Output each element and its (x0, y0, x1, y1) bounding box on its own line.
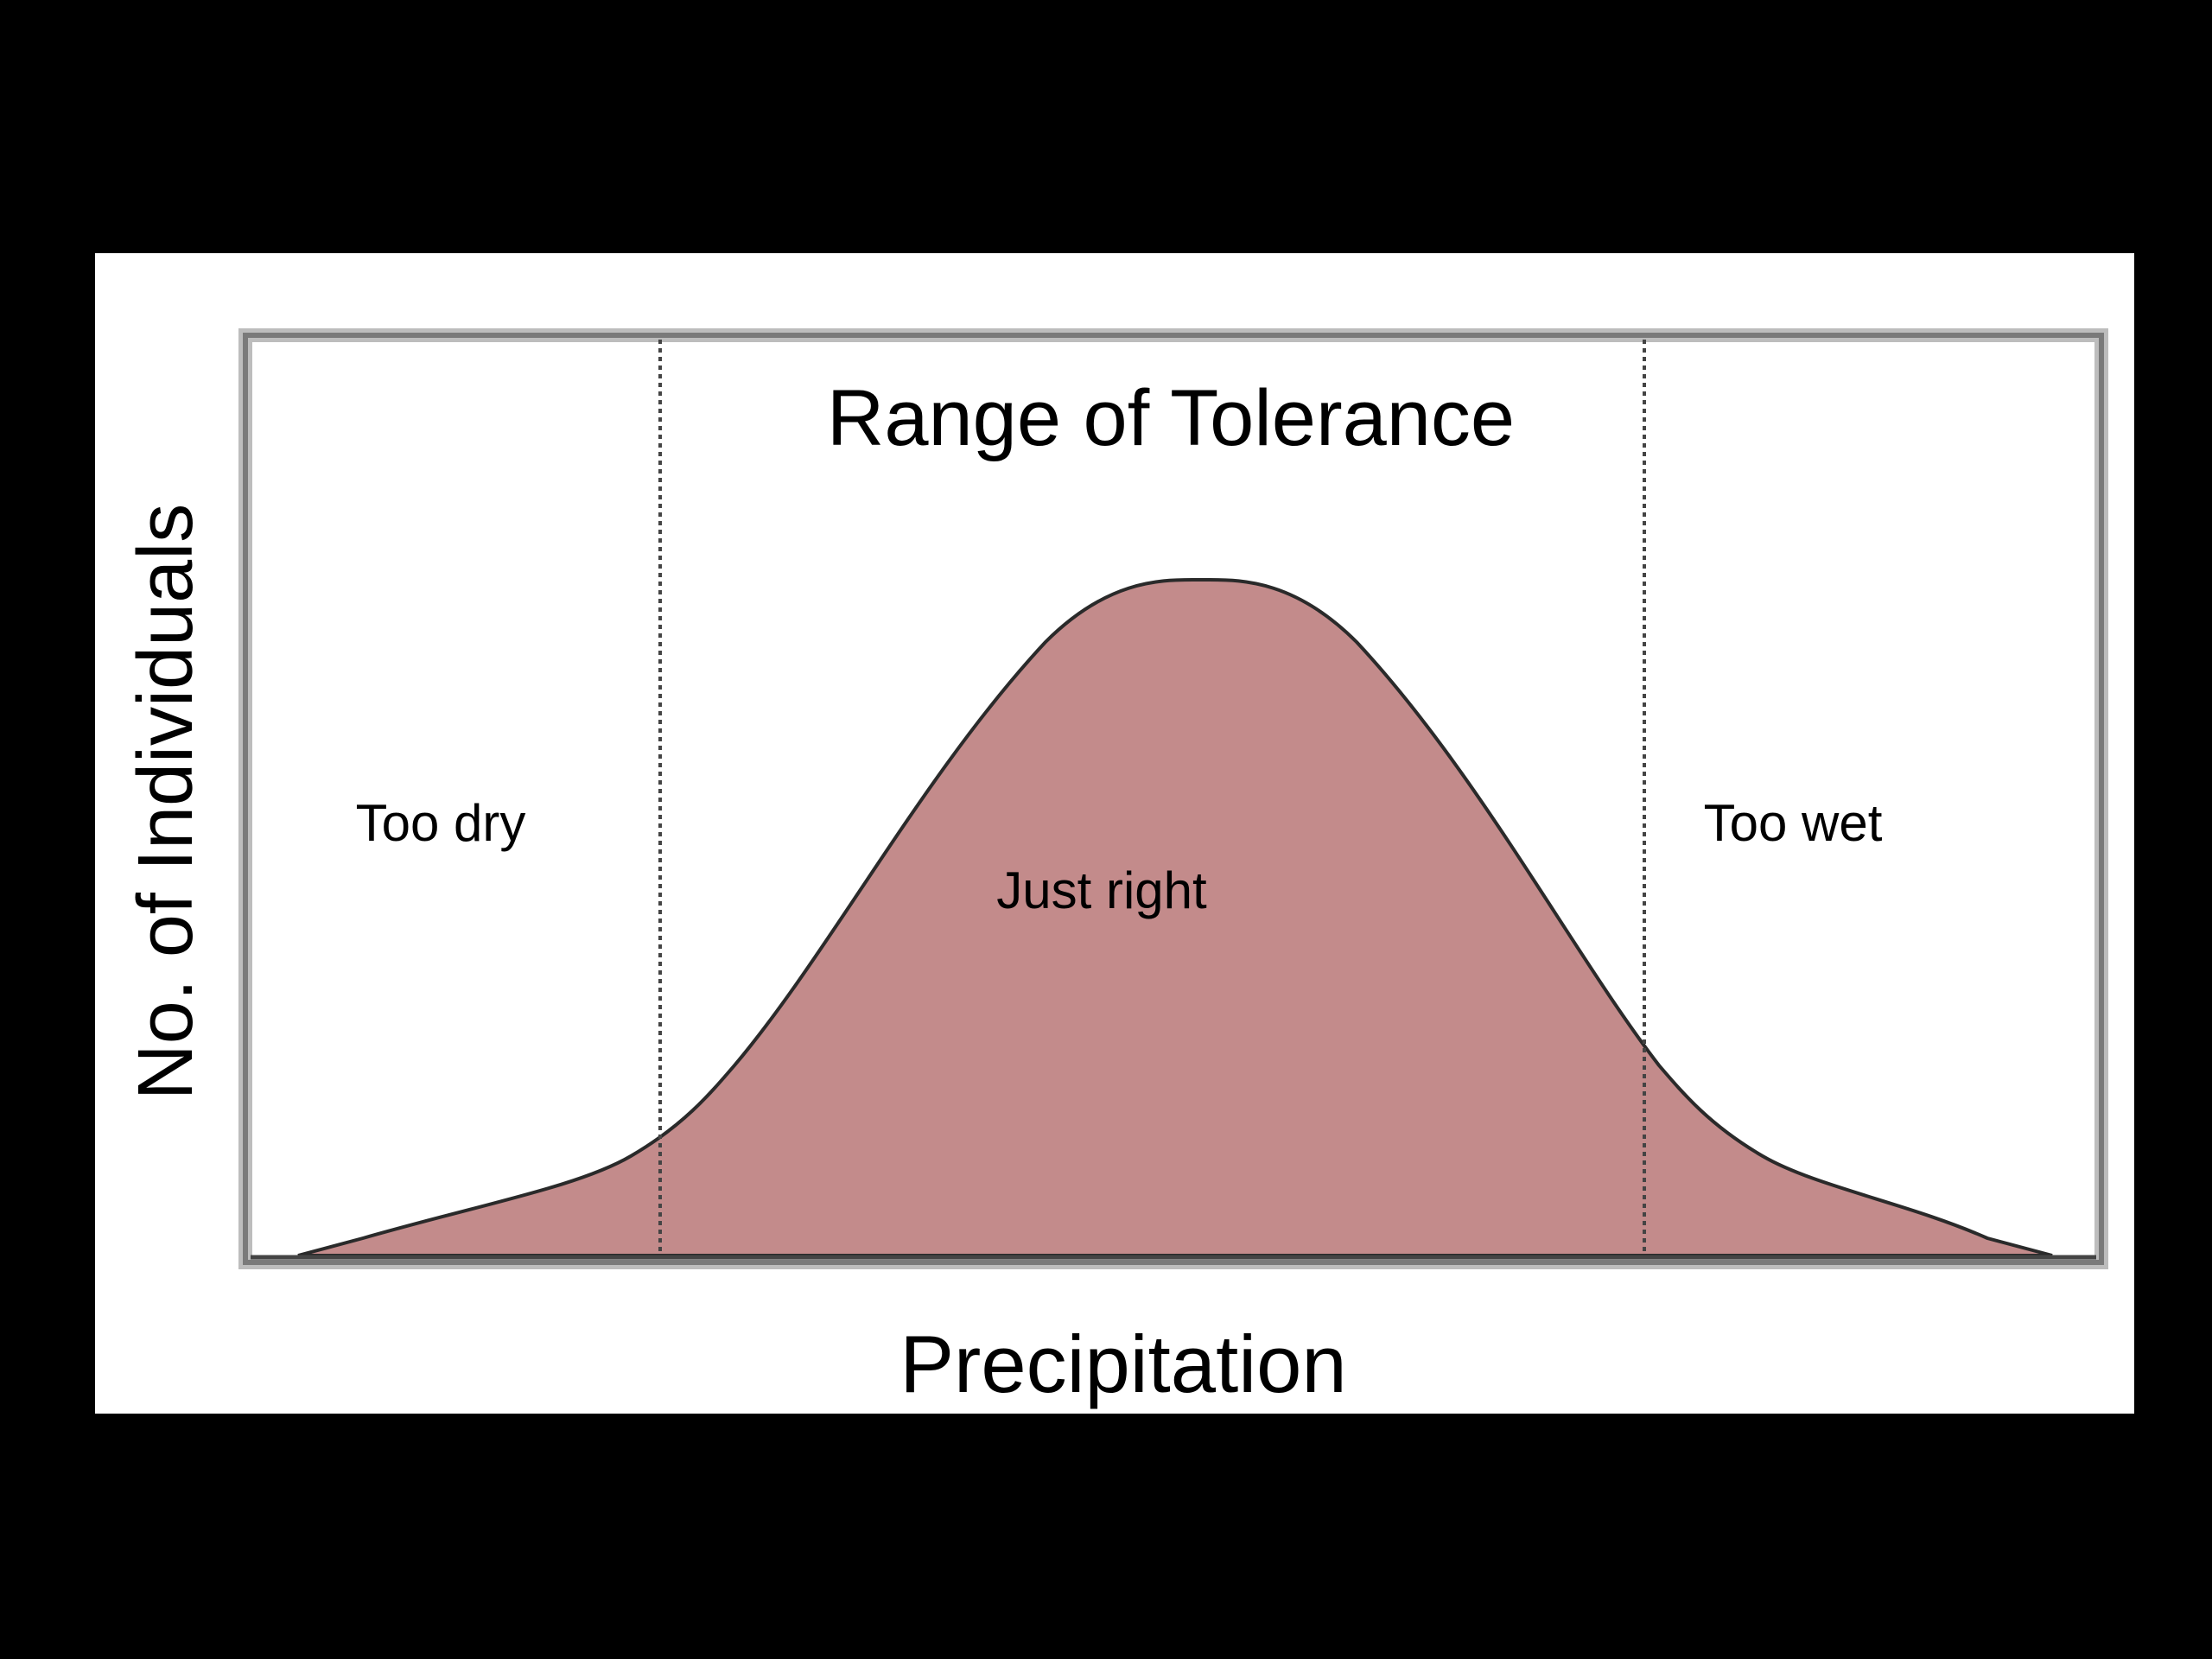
tolerance-diagram: Range of Tolerance Too dry Just right To… (123, 328, 2108, 1409)
slide-panel: Range of Tolerance Too dry Just right To… (95, 253, 2134, 1414)
y-axis-label: No. of Individuals (123, 504, 209, 1100)
tolerance-curve (297, 578, 2053, 1257)
zone-label-just-right: Just right (996, 861, 1207, 919)
plot-frame-inner (243, 333, 2104, 1265)
diagram-title: Range of Tolerance (827, 374, 1515, 462)
x-axis-label: Precipitation (899, 1319, 1346, 1409)
zone-label-too-wet: Too wet (1704, 794, 1883, 852)
zone-label-too-dry: Too dry (356, 794, 526, 852)
